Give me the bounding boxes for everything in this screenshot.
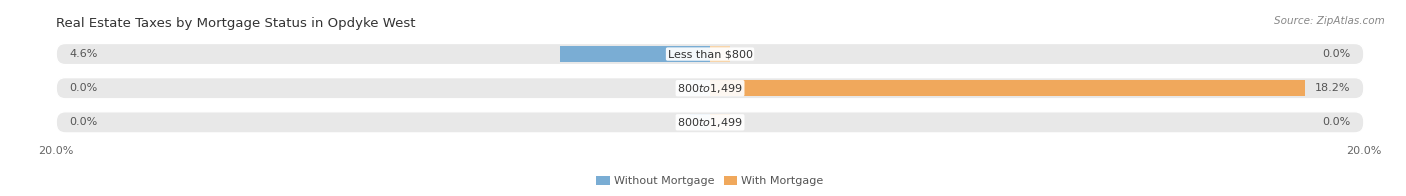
Text: Real Estate Taxes by Mortgage Status in Opdyke West: Real Estate Taxes by Mortgage Status in … <box>56 17 416 30</box>
Text: Source: ZipAtlas.com: Source: ZipAtlas.com <box>1274 16 1385 26</box>
Bar <box>710 114 730 130</box>
Text: $800 to $1,499: $800 to $1,499 <box>678 116 742 129</box>
Text: 0.0%: 0.0% <box>1323 49 1351 59</box>
Bar <box>710 46 730 62</box>
FancyBboxPatch shape <box>56 44 1364 65</box>
FancyBboxPatch shape <box>56 112 1364 133</box>
Text: 0.0%: 0.0% <box>1323 117 1351 127</box>
Bar <box>710 80 1305 96</box>
Bar <box>690 80 710 96</box>
Text: 0.0%: 0.0% <box>69 117 97 127</box>
Bar <box>690 114 710 130</box>
Bar <box>560 46 710 62</box>
Text: $800 to $1,499: $800 to $1,499 <box>678 82 742 95</box>
Text: 18.2%: 18.2% <box>1315 83 1351 93</box>
Text: Less than $800: Less than $800 <box>668 49 752 59</box>
Legend: Without Mortgage, With Mortgage: Without Mortgage, With Mortgage <box>592 171 828 191</box>
Text: 0.0%: 0.0% <box>69 83 97 93</box>
Text: 4.6%: 4.6% <box>69 49 97 59</box>
FancyBboxPatch shape <box>56 78 1364 99</box>
